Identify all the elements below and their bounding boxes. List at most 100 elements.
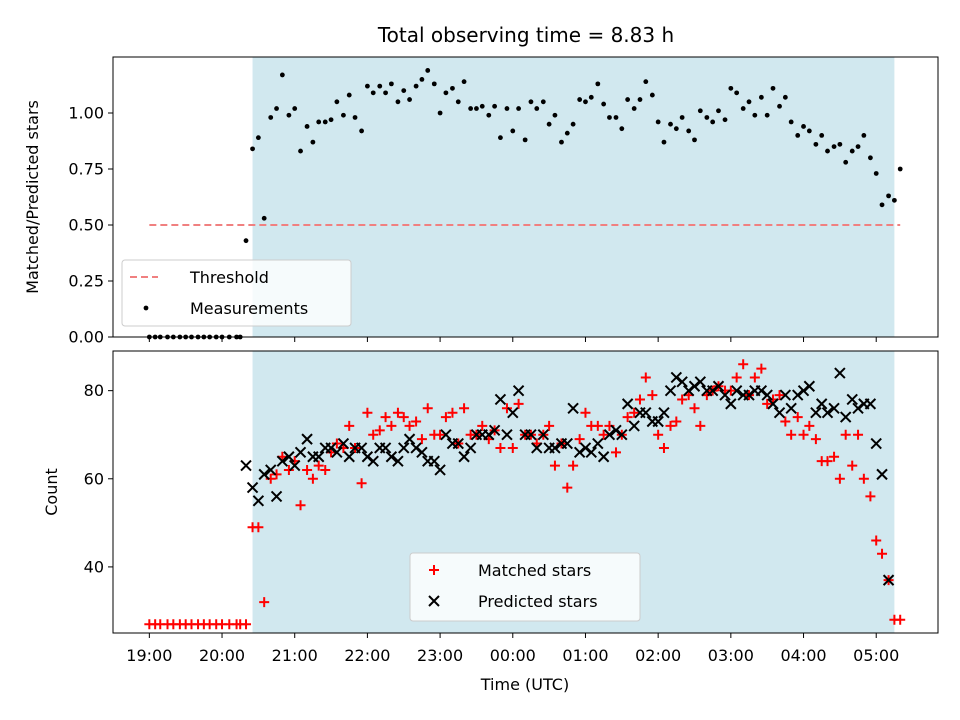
data-point: [629, 407, 640, 418]
data-point: [495, 442, 506, 453]
data-point: [592, 420, 603, 431]
data-point: [658, 406, 670, 419]
data-point: [510, 128, 516, 134]
data-point: [392, 455, 404, 467]
observing-window: [252, 57, 895, 337]
data-point: [597, 451, 610, 463]
data-point: [868, 155, 873, 161]
plot-frame: [112, 56, 939, 338]
data-point: [370, 90, 376, 96]
legend: Matched stars Predicted stars: [409, 552, 641, 622]
data-point: [877, 548, 888, 559]
data-point: [307, 473, 318, 484]
data-point: [474, 106, 479, 111]
data-point: [865, 491, 876, 502]
data-point: [813, 141, 819, 147]
data-point: [537, 429, 550, 441]
data-point: [815, 398, 828, 410]
data-point: [834, 367, 846, 379]
data-point: [882, 574, 895, 586]
data-point: [352, 115, 358, 120]
x-tick-label: 23:00: [417, 646, 463, 665]
data-point: [392, 407, 403, 418]
data-point: [534, 106, 540, 111]
data-point: [561, 437, 574, 450]
data-point: [828, 402, 840, 414]
data-point: [549, 460, 560, 471]
data-point: [568, 460, 579, 471]
data-point: [619, 126, 625, 132]
data-point: [774, 390, 785, 401]
data-point: [440, 429, 452, 441]
data-point: [647, 390, 658, 401]
data-point: [740, 106, 746, 111]
data-point: [810, 434, 821, 445]
legend-frame: [409, 552, 641, 622]
data-point: [383, 90, 388, 96]
data-point: [422, 403, 433, 414]
legend: Threshold Measurements: [121, 259, 352, 327]
data-point: [734, 90, 740, 96]
data-point: [761, 389, 773, 401]
data-point: [283, 464, 294, 475]
data-point: [679, 115, 685, 120]
data-point: [258, 468, 270, 481]
data-point: [504, 106, 510, 111]
data-point: [731, 372, 742, 383]
data-point: [625, 97, 631, 102]
data-point: [377, 83, 383, 89]
legend-entry: Measurements: [143, 299, 308, 318]
legend-label: Predicted stars: [478, 592, 598, 611]
data-point: [640, 372, 651, 383]
data-point: [259, 597, 270, 608]
data-point: [598, 429, 609, 440]
data-point: [501, 403, 512, 414]
y-tick-label: 0.50: [68, 216, 104, 235]
data-point: [450, 85, 455, 91]
data-point: [704, 115, 710, 120]
data-point: [725, 385, 736, 396]
y-tick-label: 0.75: [68, 160, 104, 179]
legend-frame: [121, 259, 352, 327]
data-point: [837, 141, 843, 147]
y-tick-label: 80: [84, 381, 104, 400]
data-point: [855, 144, 861, 150]
data-point: [246, 481, 259, 494]
legend-label: Measurements: [190, 299, 308, 318]
data-point: [870, 437, 882, 450]
data-point: [891, 197, 897, 203]
data-point: [692, 137, 697, 143]
data-point: [567, 402, 579, 414]
data-point: [677, 394, 688, 405]
data-point: [767, 398, 779, 410]
data-point: [268, 115, 274, 120]
data-point: [250, 146, 255, 152]
data-point: [320, 464, 331, 475]
data-point: [435, 429, 446, 440]
data-point: [447, 407, 458, 418]
data-point: [461, 79, 467, 85]
data-point: [801, 124, 806, 129]
data-point: [821, 406, 834, 419]
data-point: [886, 193, 891, 199]
data-point: [822, 456, 833, 467]
data-point: [292, 106, 298, 111]
data-point: [240, 459, 252, 472]
data-point: [434, 464, 446, 476]
data-point: [334, 99, 340, 105]
data-point: [764, 112, 770, 118]
data-point: [782, 94, 788, 100]
legend-label: Matched stars: [478, 561, 591, 580]
data-point: [488, 424, 501, 437]
data-point: [564, 130, 570, 136]
data-point: [574, 434, 585, 445]
data-point: [385, 451, 398, 463]
data-point: [265, 464, 277, 476]
legend-marker: [429, 565, 439, 575]
data-point: [316, 119, 322, 125]
data-point: [752, 112, 758, 118]
x-tick-label: 03:00: [708, 646, 754, 665]
data-point: [507, 442, 518, 453]
data-point: [403, 433, 416, 445]
data-point: [549, 442, 561, 454]
